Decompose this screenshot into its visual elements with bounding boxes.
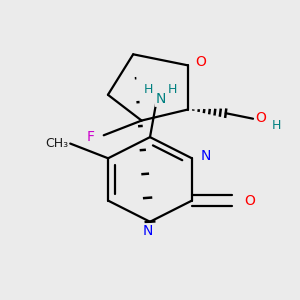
Text: N: N [143, 224, 153, 238]
Text: H: H [168, 83, 177, 96]
Text: O: O [195, 56, 206, 69]
Text: CH₃: CH₃ [45, 137, 68, 150]
Text: H: H [144, 83, 153, 96]
Text: N: N [201, 149, 211, 164]
Text: N: N [155, 92, 166, 106]
Text: F: F [87, 130, 95, 144]
Text: H: H [272, 119, 281, 132]
Text: O: O [255, 111, 266, 124]
Text: O: O [244, 194, 255, 208]
